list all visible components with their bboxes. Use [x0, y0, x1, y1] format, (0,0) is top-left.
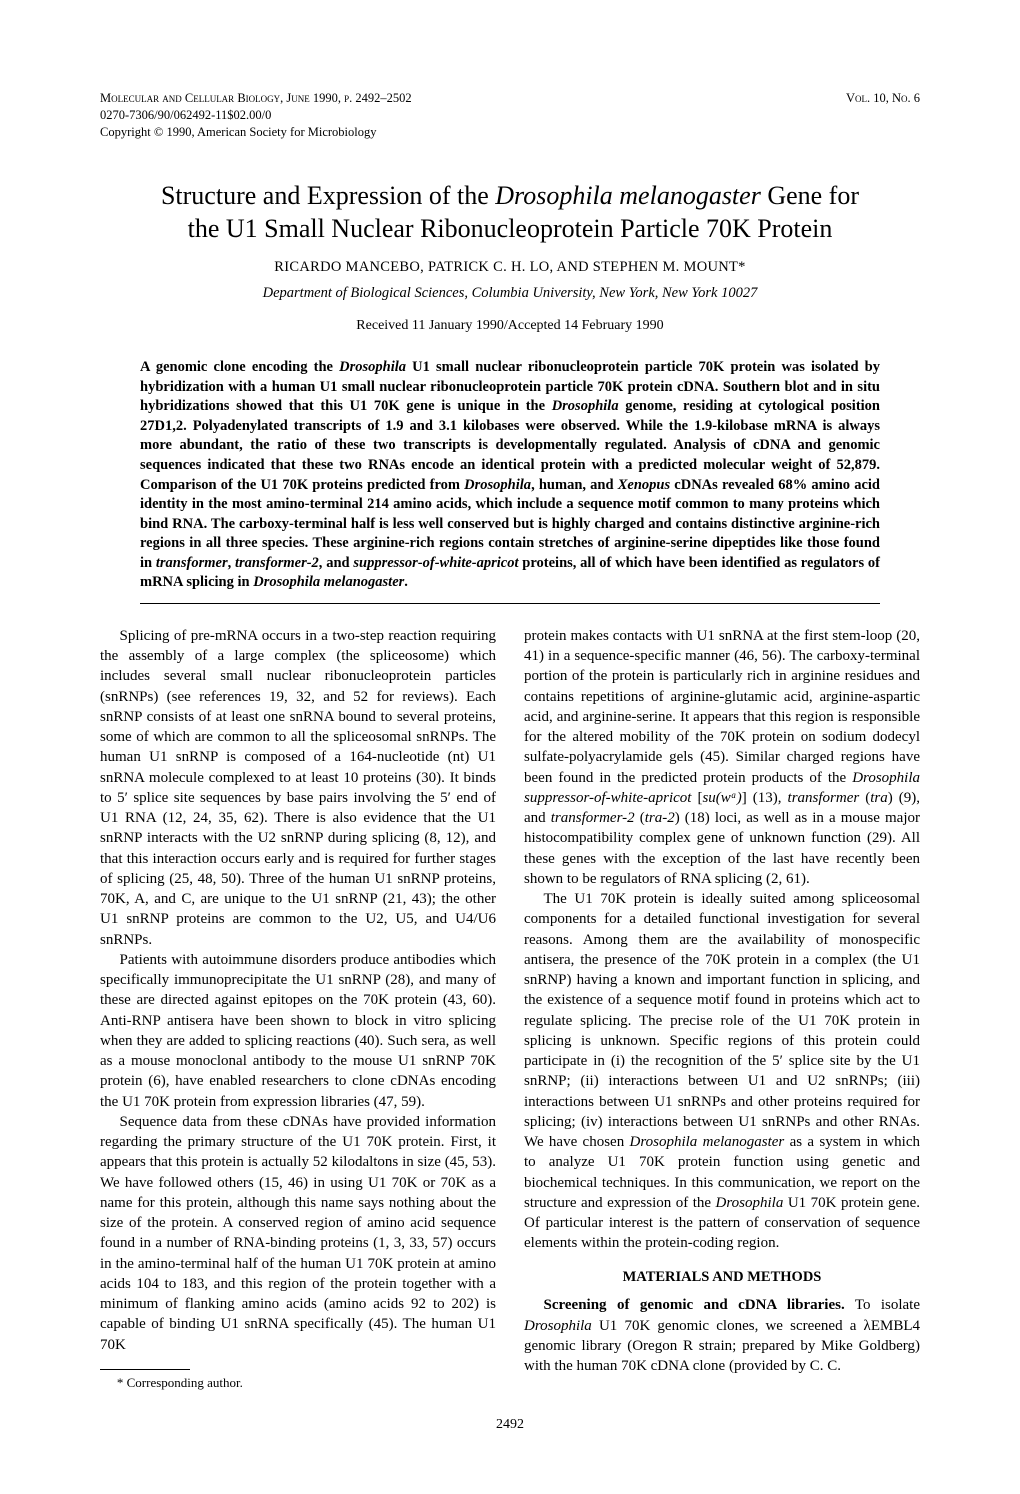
abstract-species: Drosophila melanogaster: [253, 574, 404, 590]
body-species: Drosophila melanogaster: [630, 1134, 785, 1150]
body-species: Drosophila: [524, 1318, 592, 1334]
received-accepted-dates: Received 11 January 1990/Accepted 14 Feb…: [100, 317, 920, 336]
title-pre: Structure and Expression of the: [161, 181, 495, 210]
body-text: ] (13),: [742, 790, 788, 806]
body-columns: Splicing of pre-mRNA occurs in a two-ste…: [100, 626, 920, 1392]
abstract-species: suppressor-of-white-apricot: [353, 555, 518, 571]
article-title: Structure and Expression of the Drosophi…: [100, 179, 920, 247]
volume-issue: Vol. 10, No. 6: [846, 90, 920, 107]
abstract-text: , human, and: [531, 477, 618, 493]
abstract-species: Drosophila: [339, 359, 406, 375]
abstract-species: Drosophila: [552, 398, 619, 414]
issn-line: 0270-7306/90/062492-11$02.00/0: [100, 107, 920, 124]
journal-line: Molecular and Cellular Biology, June 199…: [100, 90, 412, 107]
body-paragraph: Patients with autoimmune disorders produ…: [100, 950, 496, 1112]
copyright-line: Copyright © 1990, American Society for M…: [100, 124, 920, 141]
right-column: protein makes contacts with U1 snRNA at …: [524, 626, 920, 1392]
body-text: (: [859, 790, 870, 806]
body-species: transformer: [788, 790, 860, 806]
body-paragraph: The U1 70K protein is ideally suited amo…: [524, 889, 920, 1254]
corresponding-author-footnote: * Corresponding author.: [100, 1374, 496, 1392]
authors: RICARDO MANCEBO, PATRICK C. H. LO, AND S…: [100, 258, 920, 278]
page-number: 2492: [100, 1416, 920, 1435]
abstract-species: Xenopus: [618, 477, 670, 493]
abstract-text: , and: [319, 555, 354, 571]
footnote-rule: [100, 1369, 190, 1370]
body-text: The U1 70K protein is ideally suited amo…: [524, 891, 920, 1150]
body-species: tra-2: [645, 810, 675, 826]
body-paragraph: Splicing of pre-mRNA occurs in a two-ste…: [100, 626, 496, 950]
body-paragraph: Sequence data from these cDNAs have prov…: [100, 1112, 496, 1355]
run-in-heading: Screening of genomic and cDNA libraries.: [544, 1297, 845, 1313]
body-text: protein makes contacts with U1 snRNA at …: [524, 628, 920, 786]
abstract-text: ,: [228, 555, 235, 571]
abstract-text: A genomic clone encoding the: [140, 359, 339, 375]
body-text: [: [691, 790, 702, 806]
body-text: To isolate: [845, 1297, 920, 1313]
abstract-text: .: [404, 574, 408, 590]
abstract-species: transformer: [156, 555, 228, 571]
abstract-divider: [140, 603, 880, 604]
body-paragraph: Screening of genomic and cDNA libraries.…: [524, 1295, 920, 1376]
abstract: A genomic clone encoding the Drosophila …: [140, 358, 880, 593]
abstract-species: Drosophila: [464, 477, 531, 493]
body-species: tra: [870, 790, 888, 806]
body-species: Drosophila: [716, 1195, 784, 1211]
affiliation: Department of Biological Sciences, Colum…: [100, 284, 920, 304]
body-species: transformer-2: [551, 810, 635, 826]
body-species: su(wᵃ): [702, 790, 741, 806]
section-heading-materials-methods: MATERIALS AND METHODS: [524, 1268, 920, 1288]
title-species: Drosophila melanogaster: [495, 181, 761, 210]
body-paragraph: protein makes contacts with U1 snRNA at …: [524, 626, 920, 889]
title-line2: the U1 Small Nuclear Ribonucleoprotein P…: [188, 214, 833, 243]
left-column: Splicing of pre-mRNA occurs in a two-ste…: [100, 626, 496, 1392]
body-text: (: [635, 810, 645, 826]
title-post: Gene for: [761, 181, 859, 210]
abstract-species: transformer-2: [235, 555, 319, 571]
journal-header: Molecular and Cellular Biology, June 199…: [100, 90, 920, 107]
